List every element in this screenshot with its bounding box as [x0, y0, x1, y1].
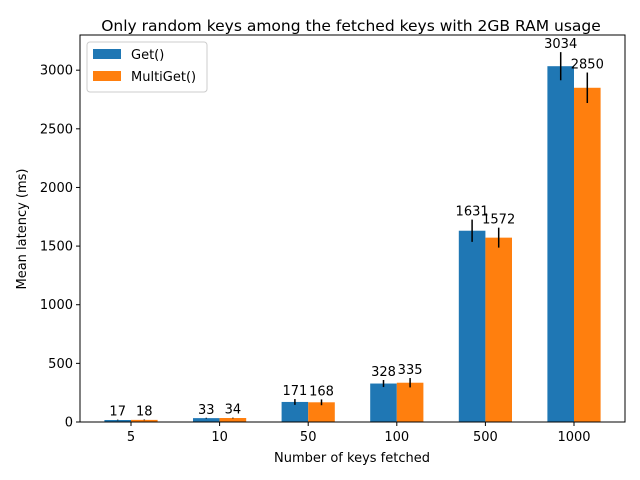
bar-label-multiget-100: 335	[398, 363, 423, 378]
error-bars-layer	[116, 52, 589, 421]
chart-title: Only random keys among the fetched keys …	[101, 17, 601, 35]
bar-get-10	[193, 418, 220, 422]
bar-multiget-100	[396, 382, 424, 422]
bar-get-5	[104, 420, 131, 422]
bar-multiget-50	[308, 402, 335, 422]
x-tick-label-100: 100	[384, 430, 409, 445]
bar-label-multiget-50: 168	[309, 384, 334, 399]
bar-label-multiget-5: 18	[136, 405, 153, 420]
x-axis: 5 10 50 100 500 1000	[127, 422, 591, 445]
y-tick-label-1500: 1500	[40, 240, 73, 255]
bar-label-get-1000: 3034	[544, 37, 577, 52]
x-tick-label-50: 50	[300, 430, 317, 445]
y-tick-label-2500: 2500	[40, 122, 73, 137]
y-tick-label-0: 0	[65, 416, 73, 431]
y-axis-title: Mean latency (ms)	[15, 168, 30, 289]
bar-labels-layer: 17 33 171 328 1631 3034 18 34 168 335 1572 2850	[109, 37, 603, 420]
bar-label-get-10: 33	[198, 403, 215, 418]
y-axis: 0 500 1000 1500 2000 2500 3000	[40, 64, 80, 431]
bar-label-get-50: 171	[282, 384, 307, 399]
plot-frame	[79, 34, 626, 423]
bar-get-1000	[547, 66, 574, 422]
legend-label-multiget: MultiGet()	[131, 70, 196, 85]
y-tick-label-1000: 1000	[40, 298, 73, 313]
legend: Get() MultiGet()	[86, 41, 208, 93]
x-tick-label-500: 500	[473, 430, 498, 445]
x-tick-label-5: 5	[127, 430, 135, 445]
y-tick-label-3000: 3000	[40, 64, 73, 79]
bar-multiget-5	[131, 419, 158, 422]
bar-label-get-5: 17	[109, 405, 126, 420]
legend-swatch-multiget	[93, 71, 121, 81]
bar-multiget-10	[219, 418, 247, 422]
bar-label-multiget-500: 1572	[482, 213, 515, 228]
bar-label-get-100: 328	[371, 365, 396, 380]
y-tick-label-500: 500	[48, 357, 73, 372]
bar-multiget-500	[485, 237, 512, 422]
bars-layer	[104, 66, 601, 422]
bar-get-500	[458, 230, 486, 422]
bar-label-multiget-10: 34	[225, 403, 242, 418]
bar-label-multiget-1000: 2850	[571, 58, 604, 73]
bar-multiget-1000	[574, 87, 601, 422]
x-tick-label-1000: 1000	[557, 430, 590, 445]
x-tick-label-10: 10	[211, 430, 228, 445]
legend-swatch-get	[93, 49, 121, 59]
y-tick-label-2000: 2000	[40, 181, 73, 196]
bar-get-50	[281, 401, 309, 422]
bar-get-100	[370, 383, 397, 422]
legend-label-get: Get()	[131, 48, 164, 63]
x-axis-title: Number of keys fetched	[274, 451, 430, 466]
bar-label-get-500: 1631	[456, 205, 489, 220]
